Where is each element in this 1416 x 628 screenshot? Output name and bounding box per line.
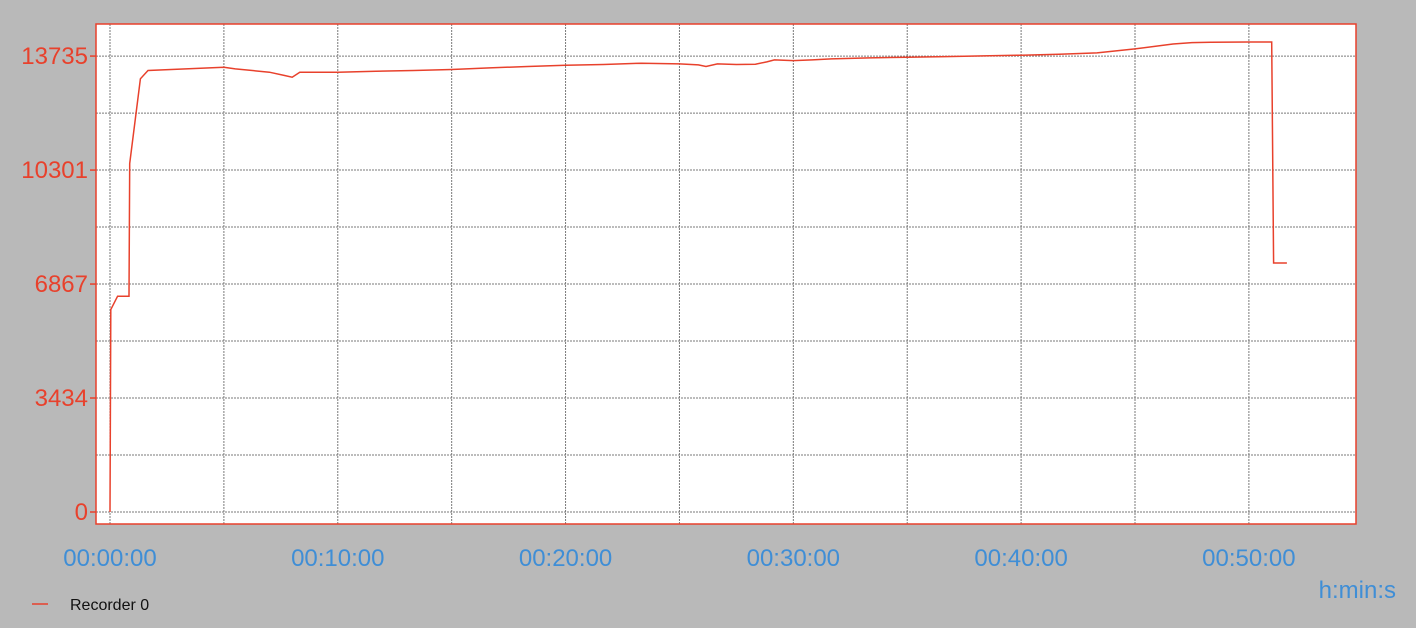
x-tick-label: 00:30:00 xyxy=(747,545,840,572)
y-tick-label: 3434 xyxy=(35,385,88,412)
plot-border xyxy=(95,23,1357,525)
series-layer xyxy=(109,41,1287,513)
x-tick-label: 00:40:00 xyxy=(974,545,1067,572)
x-tick-label: 00:20:00 xyxy=(519,545,612,572)
grid xyxy=(96,24,1356,524)
y-tick-label: 13735 xyxy=(21,43,88,70)
plot-area xyxy=(96,24,1356,524)
y-axis-ticks: 13735 10301 6867 3434 0 xyxy=(21,43,96,526)
y-tick-label: 0 xyxy=(75,499,88,526)
x-tick-label: 00:00:00 xyxy=(63,545,156,572)
x-axis-unit-label: h:min:s xyxy=(1319,577,1396,604)
legend: Recorder 0 xyxy=(32,597,149,614)
legend-label: Recorder 0 xyxy=(70,597,149,614)
y-tick-label: 10301 xyxy=(21,157,88,184)
x-axis-ticks: 00:00:00 00:10:00 00:20:00 00:30:00 00:40:00… xyxy=(63,545,1295,572)
y-tick-label: 6867 xyxy=(35,271,88,298)
x-tick-label: 00:50:00 xyxy=(1202,545,1295,572)
x-tick-label: 00:10:00 xyxy=(291,545,384,572)
series-line-recorder-0 xyxy=(109,41,1287,513)
